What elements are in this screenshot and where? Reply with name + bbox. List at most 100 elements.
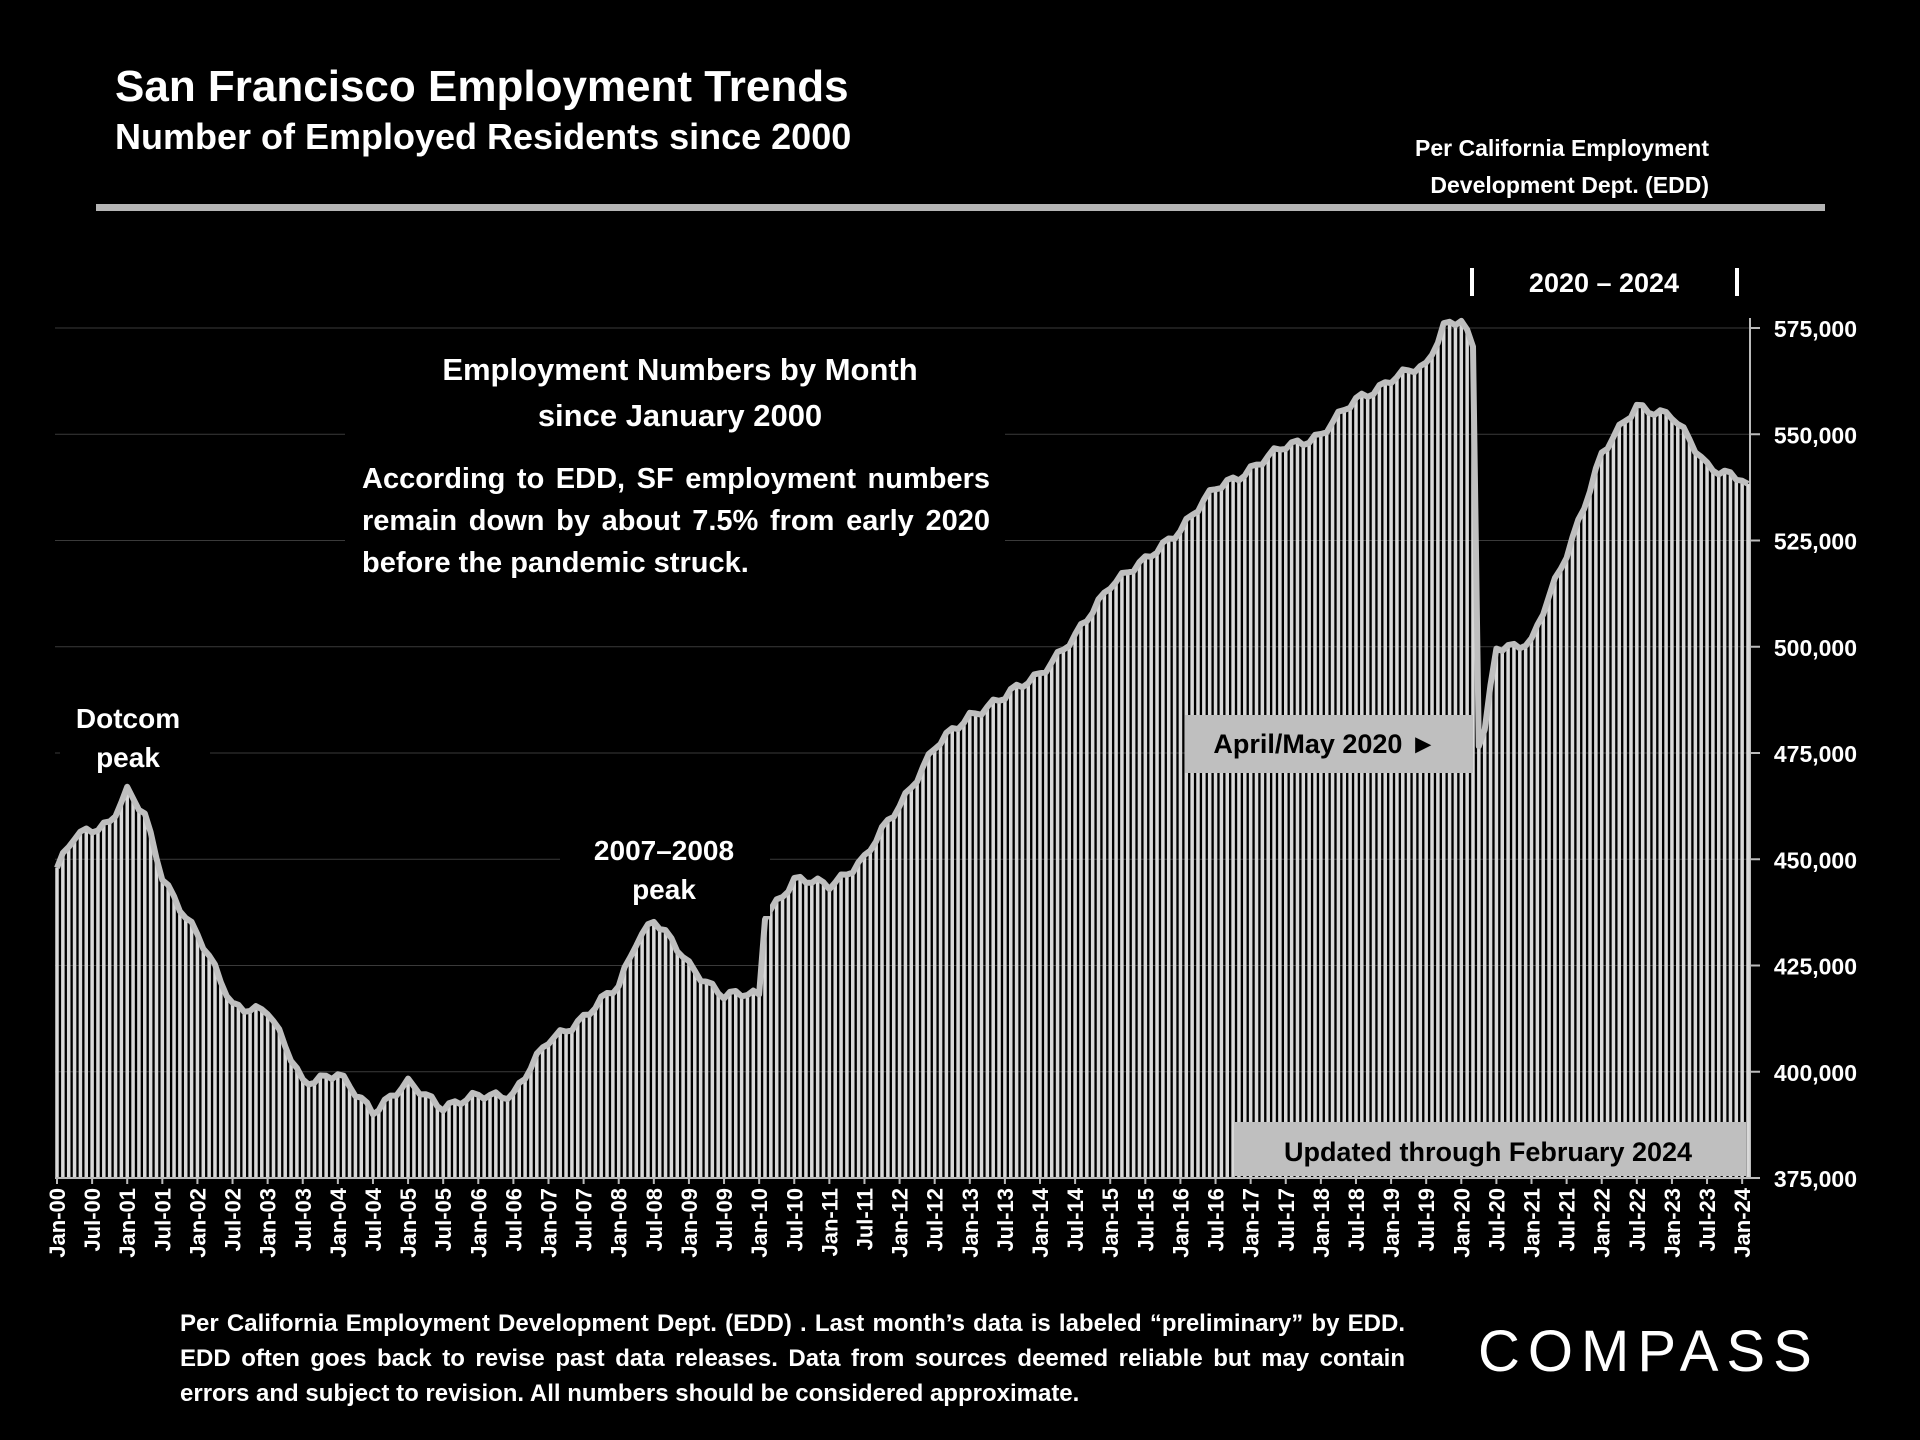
page-subtitle: Number of Employed Residents since 2000 xyxy=(115,116,852,157)
bar xyxy=(1588,491,1592,1178)
x-tick-label: Jul-05 xyxy=(431,1188,456,1252)
bar xyxy=(1611,437,1616,1178)
bar xyxy=(1635,404,1639,1178)
bar xyxy=(1599,452,1604,1179)
bar xyxy=(540,1047,545,1178)
bar xyxy=(1389,383,1393,1179)
bar xyxy=(1172,538,1177,1178)
x-tick-label: Jan-08 xyxy=(607,1188,632,1258)
bar xyxy=(1617,424,1622,1178)
x-tick-label: Jul-06 xyxy=(501,1188,526,1252)
bar xyxy=(693,970,697,1178)
summary-title-line-1: Employment Numbers by Month xyxy=(442,352,917,387)
bar xyxy=(739,996,744,1178)
x-tick-label: Jan-22 xyxy=(1590,1188,1615,1258)
bar xyxy=(1213,489,1218,1178)
bar xyxy=(1225,480,1229,1178)
bar xyxy=(330,1079,334,1178)
bar xyxy=(1728,472,1733,1178)
x-tick-label: Jan-10 xyxy=(747,1188,772,1258)
bar xyxy=(1120,572,1124,1178)
bar xyxy=(1295,440,1300,1179)
bar xyxy=(774,899,779,1178)
bar xyxy=(277,1029,282,1178)
peak0708-label-line-1: 2007–2008 xyxy=(594,835,734,866)
bar xyxy=(792,878,797,1178)
bar xyxy=(394,1095,399,1178)
bar xyxy=(657,929,662,1178)
dotcom-label-bg xyxy=(60,694,210,780)
bar xyxy=(1178,530,1183,1178)
bar xyxy=(1044,672,1048,1178)
x-tick-label: Jan-20 xyxy=(1449,1188,1474,1258)
bar xyxy=(1131,571,1136,1178)
bar xyxy=(201,948,206,1178)
bar xyxy=(1079,623,1083,1178)
bar xyxy=(1488,684,1493,1178)
bar xyxy=(804,882,808,1178)
bar xyxy=(1570,537,1575,1178)
y-tick-label: 500,000 xyxy=(1774,635,1857,661)
bar xyxy=(646,924,650,1178)
bar xyxy=(1535,624,1540,1178)
bar xyxy=(318,1075,323,1178)
x-tick-label: Jan-19 xyxy=(1379,1188,1404,1258)
bar xyxy=(429,1096,434,1178)
bar xyxy=(1500,650,1505,1178)
bar xyxy=(1541,614,1545,1178)
dotcom-label-line-1: Dotcom xyxy=(76,703,180,734)
bar xyxy=(1395,377,1399,1178)
bar xyxy=(757,994,761,1178)
bar xyxy=(564,1031,568,1178)
x-tick-label: Jan-01 xyxy=(115,1188,140,1258)
bar xyxy=(868,850,873,1178)
bar xyxy=(265,1014,270,1178)
bar xyxy=(1681,427,1686,1179)
bar xyxy=(909,787,914,1178)
bar xyxy=(1412,372,1417,1179)
bar xyxy=(663,930,668,1178)
x-tick-label: Jul-21 xyxy=(1555,1188,1580,1252)
bar xyxy=(1260,464,1265,1178)
bar xyxy=(1711,470,1715,1178)
bar xyxy=(1494,648,1499,1178)
summary-body-wrap: According to EDD, SF employment numbers … xyxy=(362,463,990,579)
bar xyxy=(131,798,135,1178)
bar xyxy=(1482,729,1487,1178)
bar xyxy=(236,1004,241,1178)
bar xyxy=(1348,407,1352,1178)
x-tick-label: Jan-09 xyxy=(677,1188,702,1258)
bar xyxy=(640,933,644,1178)
bar xyxy=(499,1097,504,1178)
x-tick-label: Jan-05 xyxy=(396,1188,421,1258)
april-may-callout-box xyxy=(1185,715,1473,773)
x-tick-label: Jan-11 xyxy=(817,1188,842,1257)
bar xyxy=(1155,552,1159,1178)
range-marker-right xyxy=(1735,268,1739,296)
bar xyxy=(353,1096,358,1178)
bar xyxy=(1055,651,1060,1178)
bar xyxy=(1166,538,1171,1178)
bar xyxy=(716,993,720,1178)
bar xyxy=(1746,483,1750,1179)
bar xyxy=(1196,511,1200,1178)
bar xyxy=(927,753,931,1178)
x-tick-label: Jan-16 xyxy=(1168,1188,1193,1258)
bar xyxy=(1219,488,1224,1178)
bar xyxy=(558,1030,562,1178)
bar xyxy=(1003,699,1007,1178)
summary-box-bg xyxy=(345,345,1005,590)
bar xyxy=(166,885,170,1178)
chart-bars xyxy=(55,320,1750,1179)
bar xyxy=(956,729,960,1178)
x-tick-label: Jul-02 xyxy=(221,1188,246,1252)
bar xyxy=(242,1011,246,1178)
april-may-callout-label: April/May 2020 ► xyxy=(1213,729,1436,759)
x-tick-label: Jul-04 xyxy=(361,1187,386,1251)
bar xyxy=(78,831,83,1178)
bar xyxy=(464,1099,469,1178)
bar xyxy=(985,706,990,1178)
footnote: Per California Employment Development De… xyxy=(180,1310,1405,1407)
bar xyxy=(488,1095,492,1178)
peak0708-label-bg xyxy=(560,826,770,916)
